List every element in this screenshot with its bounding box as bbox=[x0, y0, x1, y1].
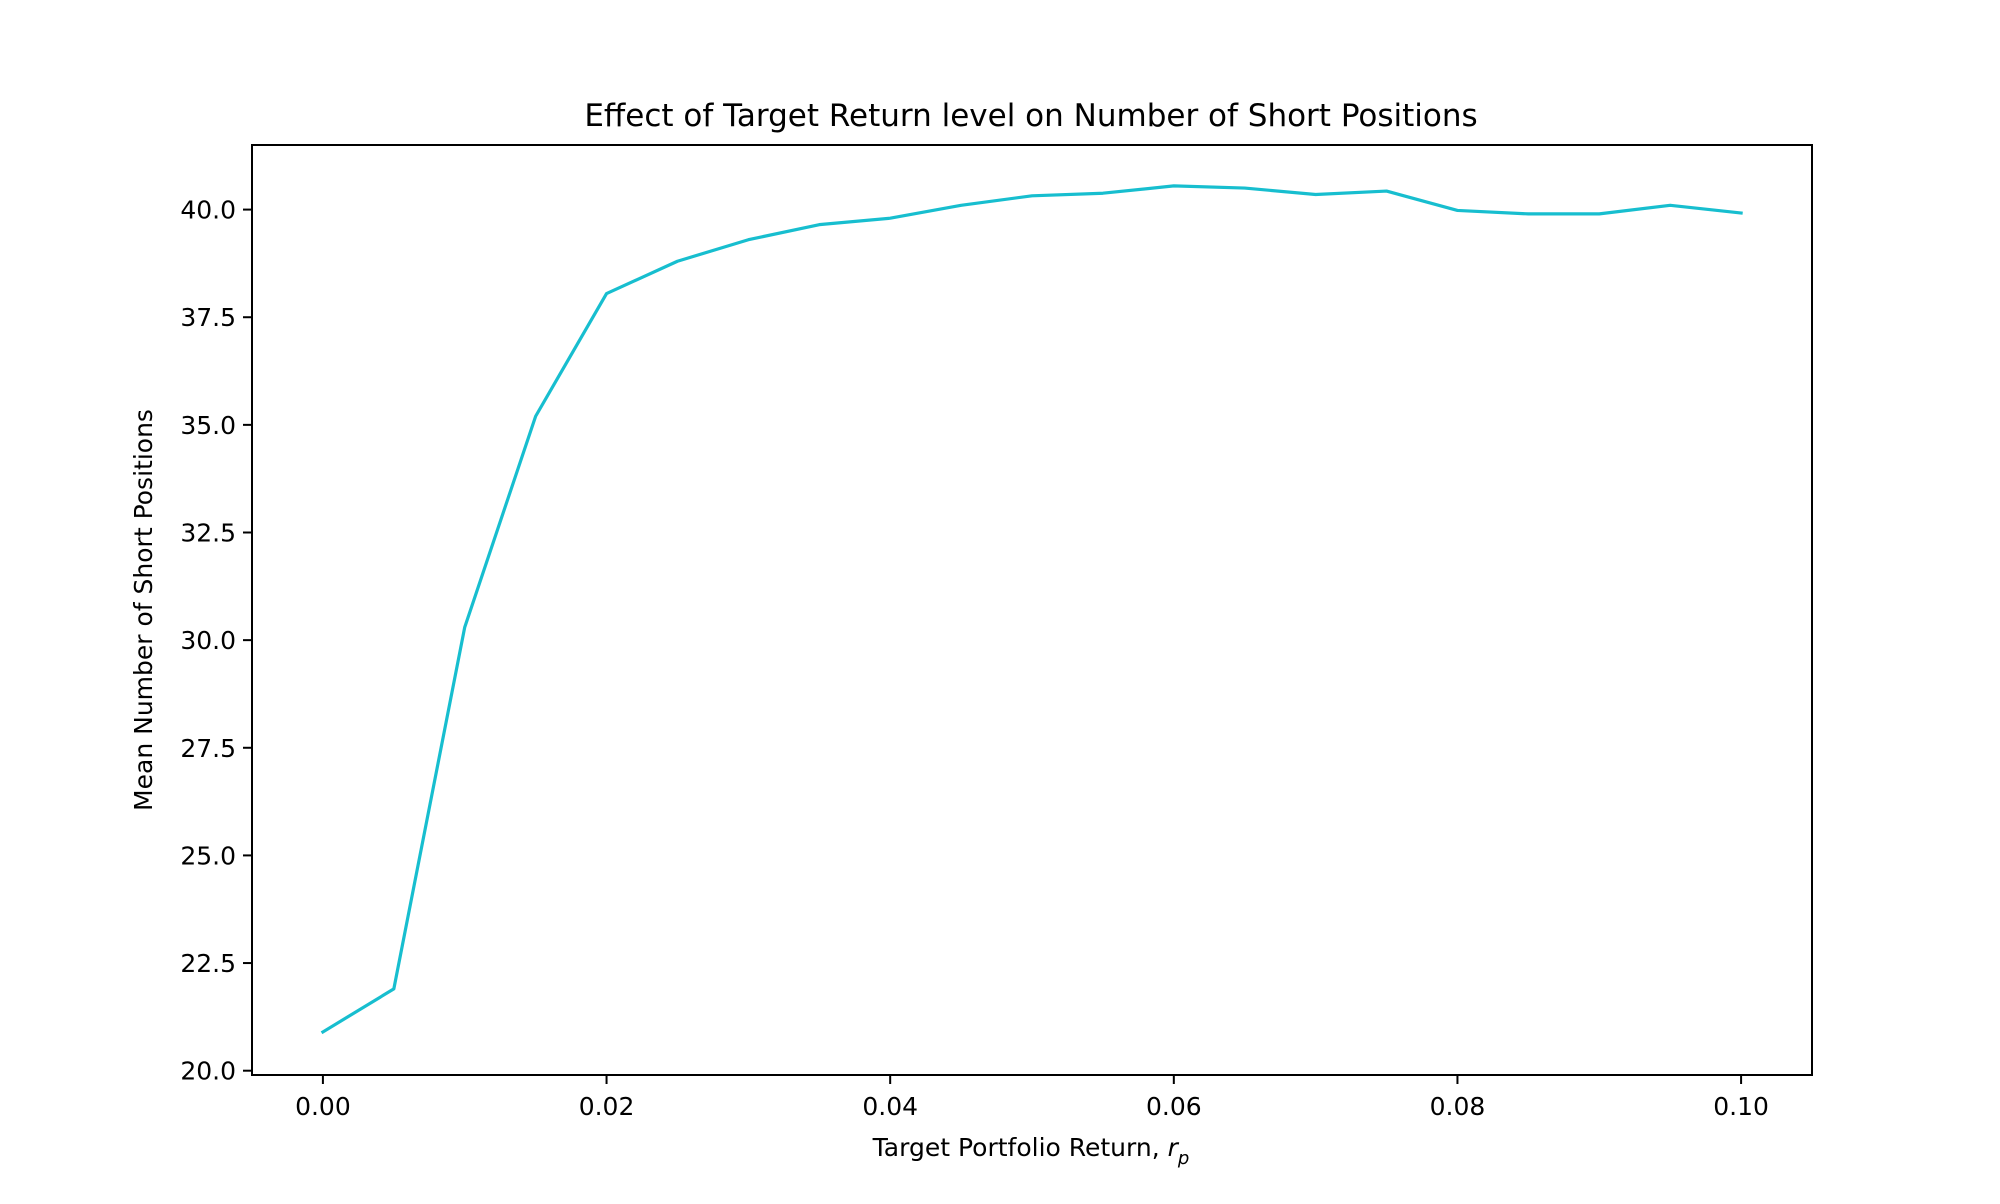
series-line bbox=[320, 184, 1743, 1035]
y-tick-label: 35.0 bbox=[180, 411, 236, 440]
series-layer bbox=[320, 184, 1743, 1035]
y-tick-label: 22.5 bbox=[180, 949, 236, 978]
chart-title: Effect of Target Return level on Number … bbox=[584, 98, 1477, 134]
y-axis-ticks: 20.0 22.5 25.0 27.5 30.0 32.5 35.0 37.5 40.0 bbox=[180, 196, 252, 1086]
x-tick-label: 0.10 bbox=[1713, 1092, 1769, 1121]
y-tick-label: 32.5 bbox=[180, 519, 236, 548]
y-tick-label: 27.5 bbox=[180, 734, 236, 763]
x-axis-label: Target Portfolio Return, rp bbox=[872, 1133, 1190, 1169]
y-tick-label: 20.0 bbox=[180, 1057, 236, 1086]
y-tick-label: 37.5 bbox=[180, 303, 236, 332]
x-axis-label-variable: r bbox=[1168, 1133, 1180, 1162]
y-axis-label: Mean Number of Short Positions bbox=[129, 409, 158, 811]
x-tick-label: 0.02 bbox=[579, 1092, 635, 1121]
x-axis-label-main: Target Portfolio Return, bbox=[872, 1133, 1168, 1162]
y-tick-label: 30.0 bbox=[180, 626, 236, 655]
x-axis-ticks: 0.00 0.02 0.04 0.06 0.08 0.10 bbox=[295, 1075, 1769, 1121]
x-axis-label-subscript: p bbox=[1177, 1148, 1189, 1169]
x-tick-label: 0.08 bbox=[1430, 1092, 1486, 1121]
x-tick-label: 0.06 bbox=[1146, 1092, 1202, 1121]
y-tick-label: 25.0 bbox=[180, 841, 236, 870]
plot-area-frame bbox=[251, 144, 1813, 1076]
x-tick-label: 0.04 bbox=[862, 1092, 918, 1121]
x-tick-label: 0.00 bbox=[295, 1092, 351, 1121]
y-tick-label: 40.0 bbox=[180, 196, 236, 225]
